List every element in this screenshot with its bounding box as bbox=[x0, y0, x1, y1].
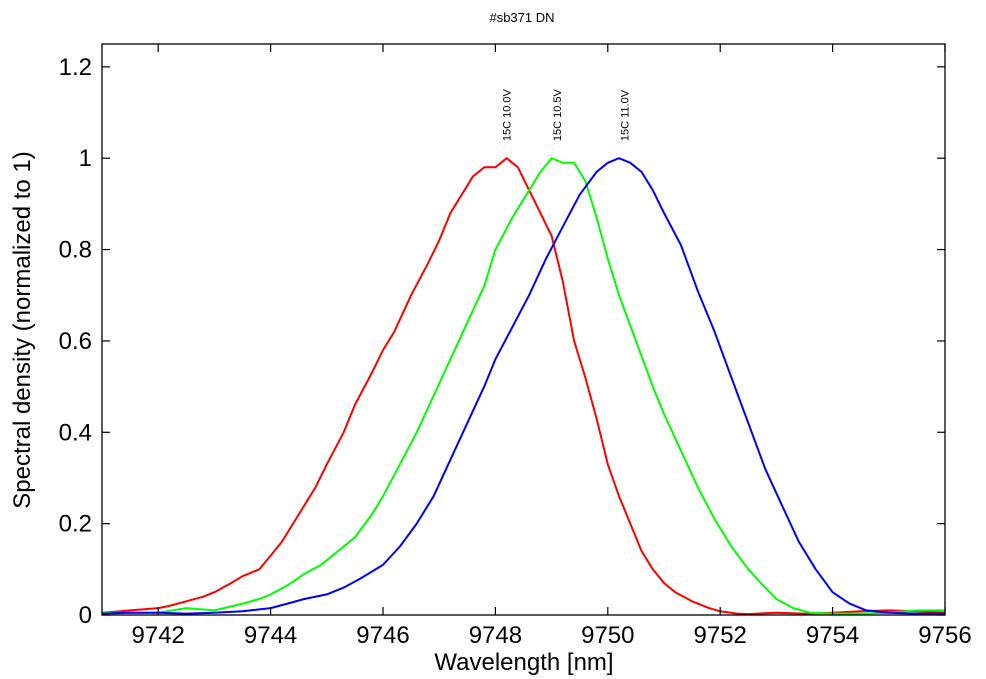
peak-annotation-1: 15C 10.0V bbox=[502, 88, 514, 141]
x-tick-label: 9756 bbox=[918, 622, 971, 649]
x-axis-title: Wavelength [nm] bbox=[434, 649, 613, 676]
y-tick-label: 0.6 bbox=[59, 328, 92, 355]
peak-annotation-2: 15C 10.5V bbox=[552, 88, 564, 141]
x-tick-label: 9746 bbox=[356, 622, 409, 649]
y-tick-label: 1.2 bbox=[59, 54, 92, 81]
chart-title: #sb371 DN bbox=[489, 10, 554, 25]
x-tick-label: 9742 bbox=[132, 622, 185, 649]
series-line-1 bbox=[101, 157, 946, 616]
x-tick-label: 9750 bbox=[581, 622, 634, 649]
y-tick-label: 0 bbox=[79, 602, 92, 629]
peak-annotation-3: 15C 11.0V bbox=[620, 89, 632, 141]
annotation-layer: 15C 10.0V 15C 10.5V 15C 11.0V bbox=[502, 88, 632, 141]
series-line-2 bbox=[102, 157, 945, 615]
x-tick-label: 9744 bbox=[244, 622, 297, 649]
y-tick-label: 1 bbox=[79, 145, 92, 172]
ticks-layer: 9742 9744 9746 9748 9750 9752 9754 9756 0 0.2 0.4 0… bbox=[59, 44, 972, 649]
y-axis-title: Spectral density (normalized to 1) bbox=[9, 151, 36, 509]
x-tick-label: 9754 bbox=[806, 622, 859, 649]
y-tick-label: 0.8 bbox=[59, 237, 92, 264]
y-tick-label: 0.4 bbox=[59, 419, 92, 446]
x-tick-label: 9752 bbox=[694, 622, 747, 649]
series-line-3 bbox=[101, 157, 945, 615]
plot-frame bbox=[101, 43, 946, 616]
x-tick-label: 9748 bbox=[469, 622, 522, 649]
y-tick-label: 0.2 bbox=[59, 511, 92, 538]
series-layer bbox=[101, 157, 946, 616]
